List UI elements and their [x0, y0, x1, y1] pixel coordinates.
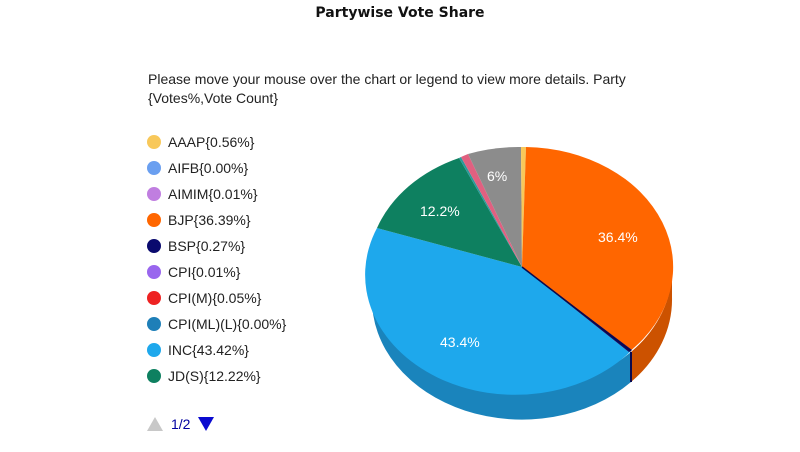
legend-dot-icon [147, 343, 161, 357]
legend-item-jds[interactable]: JD(S){12.22%} [147, 363, 286, 389]
page-indicator: 1/2 [171, 416, 191, 432]
legend-dot-icon [147, 265, 161, 279]
slice-aaap[interactable] [521, 146, 526, 267]
legend-label: AAAP{0.56%} [168, 134, 255, 150]
legend-label: CPI(M){0.05%} [168, 290, 262, 306]
legend-dot-icon [147, 291, 161, 305]
label-inc: 43.4% [440, 334, 480, 350]
legend-item-aifb[interactable]: AIFB{0.00%} [147, 155, 286, 181]
legend-label: BJP{36.39%} [168, 212, 251, 228]
legend-item-bjp[interactable]: BJP{36.39%} [147, 207, 286, 233]
legend-item-aimim[interactable]: AIMIM{0.01%} [147, 181, 286, 207]
legend-label: AIFB{0.00%} [168, 160, 249, 176]
legend-item-cpim[interactable]: CPI(M){0.05%} [147, 285, 286, 311]
legend-dot-icon [147, 135, 161, 149]
legend-dot-icon [147, 317, 161, 331]
instruction-note: Please move your mouse over the chart or… [148, 71, 626, 106]
legend: AAAP{0.56%} AIFB{0.00%} AIMIM{0.01%} BJP… [147, 129, 286, 389]
legend-item-inc[interactable]: INC{43.42%} [147, 337, 286, 363]
slice-others[interactable] [468, 146, 522, 267]
legend-dot-icon [147, 239, 161, 253]
slice-inc[interactable] [365, 228, 631, 395]
legend-pager: 1/2 [147, 416, 215, 432]
legend-item-bsp[interactable]: BSP{0.27%} [147, 233, 286, 259]
legend-dot-icon [147, 161, 161, 175]
next-page-icon[interactable] [198, 417, 215, 431]
legend-label: BSP{0.27%} [168, 238, 246, 254]
label-others: 6% [487, 168, 507, 184]
chart-title: Partywise Vote Share [315, 5, 485, 21]
pie-side-inc [371, 267, 631, 420]
legend-label: CPI{0.01%} [168, 264, 241, 280]
slice-pink[interactable] [461, 154, 522, 267]
label-jds: 12.2% [420, 203, 460, 219]
legend-dot-icon [147, 213, 161, 227]
legend-label: CPI(ML)(L){0.00%} [168, 316, 287, 332]
legend-label: INC{43.42%} [168, 342, 249, 358]
legend-dot-icon [147, 369, 161, 383]
pie-side-bjp [631, 267, 673, 382]
label-bjp: 36.4% [598, 229, 638, 245]
legend-label: JD(S){12.22%} [168, 368, 261, 384]
slice-teal[interactable] [459, 157, 522, 267]
legend-label: AIMIM{0.01%} [168, 186, 258, 202]
slice-bjp[interactable] [522, 147, 674, 352]
legend-dot-icon [147, 187, 161, 201]
prev-page-icon[interactable] [147, 417, 163, 431]
legend-item-aaap[interactable]: AAAP{0.56%} [147, 129, 286, 155]
legend-item-cpimll[interactable]: CPI(ML)(L){0.00%} [147, 311, 286, 337]
slice-jds[interactable] [377, 158, 522, 267]
legend-item-cpi[interactable]: CPI{0.01%} [147, 259, 286, 285]
